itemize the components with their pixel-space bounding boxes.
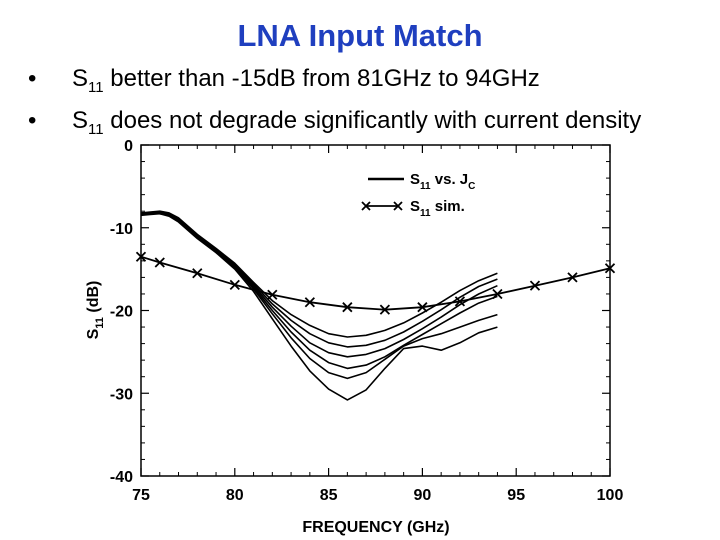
series-measured-line — [140, 210, 498, 338]
bullet-text-post: better than -15dB from 81GHz to 94GHz — [103, 65, 540, 92]
series-measured-line — [140, 212, 498, 380]
x-tick-label: 100 — [597, 487, 624, 504]
legend-measured-sub: 11 — [420, 181, 431, 192]
sim-marker — [229, 279, 240, 290]
x-tick-label: 80 — [226, 487, 244, 504]
x-tick-label: 90 — [414, 487, 432, 504]
series-group — [135, 210, 616, 401]
sim-marker — [379, 304, 391, 315]
legend-sim-post: sim. — [431, 198, 465, 215]
sim-marker — [154, 257, 165, 268]
sim-marker — [135, 251, 147, 262]
series-measured-line — [140, 212, 498, 401]
bullet-item: • S11 does not degrade significantly with… — [28, 104, 668, 146]
bullet-list: • S11 better than -15dB from 81GHz to 94G… — [28, 62, 668, 146]
x-tick-label: 75 — [132, 487, 150, 504]
x-axis-label: FREQUENCY (GHz) — [302, 519, 449, 536]
x-tick-label: 85 — [320, 487, 338, 504]
y-axis-label: S11 (dB) — [85, 281, 106, 340]
y-tick-label: -20 — [110, 304, 133, 321]
y-axis-label-post: (dB) — [85, 281, 102, 317]
y-tick-label: 0 — [124, 138, 133, 155]
sim-marker — [342, 302, 353, 313]
y-tick-label: -30 — [110, 386, 133, 403]
legend-label-measured: S11 vs. JC — [410, 171, 475, 192]
bullet-marker: • — [28, 106, 37, 134]
bullet-text-pre: S — [72, 65, 89, 92]
axis-ticks: 75 80 85 90 95 100 0 -10 -20 -30 -40 — [110, 138, 624, 504]
sim-marker — [454, 296, 466, 307]
series-sim-line — [140, 255, 611, 311]
bullet-text-post: does not degrade significantly with curr… — [103, 106, 642, 134]
slide-title: LNA Input Match — [237, 18, 483, 53]
legend-marker-sim — [361, 201, 403, 211]
x-tick-label: 95 — [507, 487, 525, 504]
sim-marker — [192, 268, 203, 279]
series-measured-line — [140, 211, 498, 348]
bullet-text-sub: 11 — [88, 78, 104, 96]
bullet-text-sub: 11 — [88, 120, 104, 138]
bullet-marker: • — [28, 65, 37, 92]
legend-label-sim: S11 sim. — [410, 198, 465, 219]
sim-marker — [417, 302, 428, 313]
legend: S11 vs. JC S11 sim. — [361, 171, 475, 219]
sim-marker — [267, 289, 278, 300]
sim-marker — [304, 297, 315, 308]
y-axis-label-pre: S — [85, 328, 102, 339]
bullet-text-pre: S — [72, 106, 89, 134]
y-tick-label: -10 — [110, 221, 133, 238]
legend-measured-sub2: C — [468, 181, 475, 192]
y-axis-label-sub: 11 — [94, 317, 106, 329]
legend-sim-sub: 11 — [420, 208, 431, 219]
sim-marker — [492, 288, 503, 300]
sim-marker — [604, 263, 616, 274]
legend-measured-post: vs. J — [431, 171, 469, 188]
bullet-item: • S11 better than -15dB from 81GHz to 94G… — [28, 62, 668, 104]
legend-sim-pre: S — [410, 198, 420, 215]
y-tick-label: -40 — [110, 469, 133, 486]
sim-marker — [529, 280, 541, 291]
legend-measured-pre: S — [410, 171, 420, 188]
sim-marker — [567, 272, 578, 283]
plot-frame — [140, 144, 611, 477]
